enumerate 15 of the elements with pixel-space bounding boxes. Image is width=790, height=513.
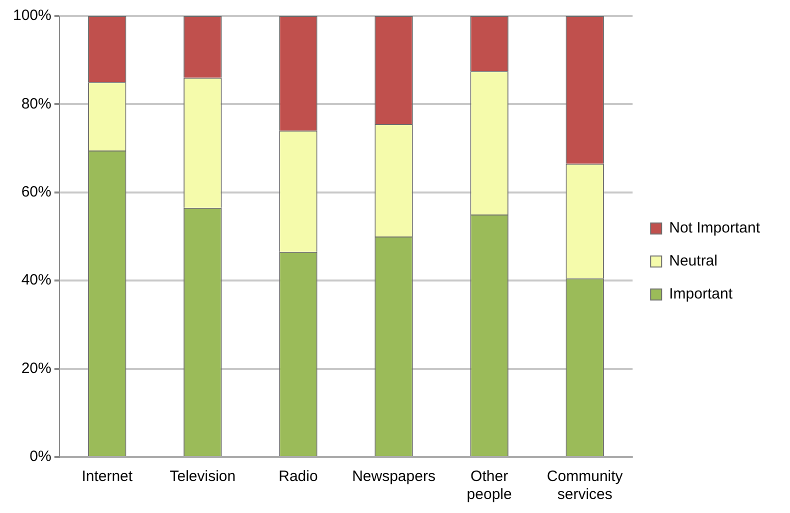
x-tick-label: Newspapers — [352, 468, 436, 486]
x-tick-label: Radio — [278, 468, 318, 486]
legend-label: Important — [669, 286, 734, 303]
x-tick-label: Other people — [466, 468, 512, 504]
y-tick-label: 20% — [21, 360, 52, 377]
y-tick-label: 40% — [21, 272, 52, 289]
y-tick-label: 100% — [12, 7, 52, 24]
y-tick-label: 80% — [21, 95, 52, 112]
x-tick-label: Internet — [82, 468, 134, 486]
y-tick-label: 60% — [21, 184, 52, 201]
legend-label: Neutral — [669, 252, 718, 270]
x-tick-label: Television — [170, 468, 236, 486]
x-tick-label: Community services — [546, 468, 624, 504]
y-tick-label: 0% — [30, 448, 52, 466]
legend-label: Not Important — [669, 220, 761, 237]
